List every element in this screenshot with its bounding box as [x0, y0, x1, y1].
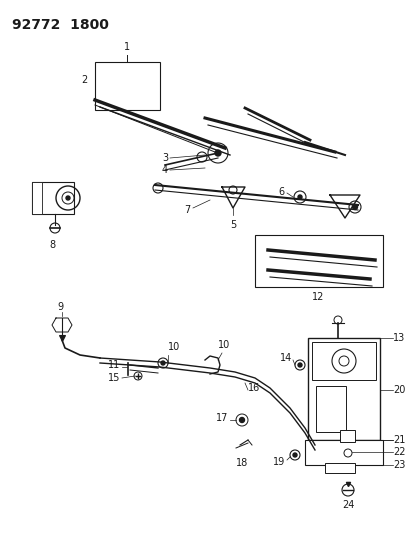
Bar — [339, 430, 354, 442]
Circle shape — [297, 195, 301, 199]
Bar — [32, 182, 74, 214]
Text: 3: 3 — [161, 153, 168, 163]
Text: 23: 23 — [392, 460, 404, 470]
Circle shape — [239, 417, 244, 423]
Text: 8: 8 — [49, 240, 55, 250]
Circle shape — [66, 196, 70, 200]
Text: 17: 17 — [215, 413, 228, 423]
Text: 24: 24 — [341, 500, 354, 510]
Text: 9: 9 — [57, 302, 63, 312]
Text: 18: 18 — [235, 458, 247, 468]
Text: 1: 1 — [123, 42, 130, 52]
Bar — [307, 338, 379, 440]
Circle shape — [292, 453, 296, 457]
Text: 21: 21 — [392, 435, 404, 445]
Circle shape — [351, 205, 357, 209]
Text: 20: 20 — [392, 385, 404, 395]
Text: 92772  1800: 92772 1800 — [12, 18, 109, 32]
Circle shape — [297, 363, 301, 367]
Text: 2: 2 — [81, 75, 88, 85]
Bar — [304, 440, 382, 465]
Bar — [254, 235, 382, 287]
Text: 10: 10 — [218, 340, 230, 350]
Text: 22: 22 — [392, 447, 404, 457]
Text: 12: 12 — [311, 292, 323, 302]
Bar — [32, 182, 42, 214]
Circle shape — [214, 150, 221, 156]
Text: 19: 19 — [272, 457, 284, 467]
Text: 7: 7 — [183, 205, 190, 215]
Bar — [95, 62, 159, 110]
Text: 5: 5 — [229, 220, 235, 230]
Text: 6: 6 — [278, 187, 284, 197]
Text: 11: 11 — [107, 360, 120, 370]
Bar — [324, 463, 354, 473]
Text: 16: 16 — [247, 383, 260, 393]
Text: 4: 4 — [161, 165, 168, 175]
Text: 15: 15 — [107, 373, 120, 383]
Text: 13: 13 — [392, 333, 404, 343]
Text: 14: 14 — [279, 353, 291, 363]
Text: 10: 10 — [168, 342, 180, 352]
Bar — [311, 342, 375, 380]
Bar — [315, 386, 345, 432]
Circle shape — [161, 361, 165, 365]
